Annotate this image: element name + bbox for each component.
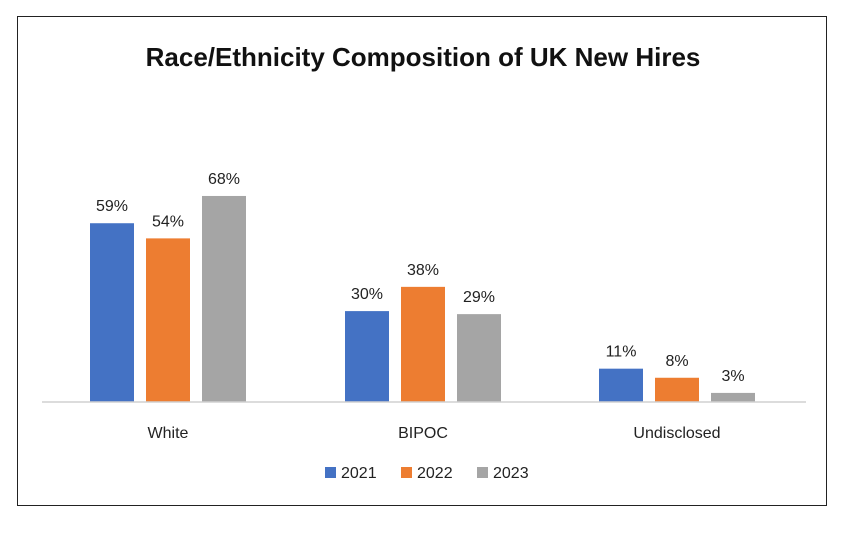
legend-swatch-2023 (477, 467, 488, 478)
bar-bipoc-2023 (457, 314, 501, 402)
category-labels-group: White BIPOC Undisclosed (148, 425, 721, 442)
bar-undisclosed-2022 (655, 377, 699, 402)
data-labels-group: 59% 54% 68% 30% 38% 29% 11% 8% 3% (96, 171, 745, 385)
bar-bipoc-2022 (401, 286, 445, 402)
bars-group (90, 195, 755, 402)
data-label-white-2022: 54% (152, 213, 184, 230)
legend-label-2023: 2023 (493, 465, 529, 482)
chart-title: Race/Ethnicity Composition of UK New Hir… (146, 42, 701, 72)
bar-white-2022 (146, 238, 190, 402)
legend-swatch-2021 (325, 467, 336, 478)
bar-bipoc-2021 (345, 311, 389, 402)
legend-swatch-2022 (401, 467, 412, 478)
legend-label-2022: 2022 (417, 465, 453, 482)
data-label-bipoc-2023: 29% (463, 289, 495, 306)
legend: 2021 2022 2023 (325, 465, 529, 482)
category-label-undisclosed: Undisclosed (633, 425, 720, 442)
bar-undisclosed-2021 (599, 368, 643, 402)
category-label-white: White (148, 425, 189, 442)
data-label-bipoc-2021: 30% (351, 286, 383, 303)
bar-white-2021 (90, 223, 134, 402)
data-label-undisclosed-2023: 3% (721, 368, 744, 385)
data-label-undisclosed-2022: 8% (665, 353, 688, 370)
bar-undisclosed-2023 (711, 392, 755, 402)
data-label-white-2023: 68% (208, 171, 240, 188)
category-label-bipoc: BIPOC (398, 425, 448, 442)
data-label-white-2021: 59% (96, 198, 128, 215)
bar-white-2023 (202, 195, 246, 402)
legend-label-2021: 2021 (341, 465, 377, 482)
data-label-undisclosed-2021: 11% (606, 344, 637, 361)
data-label-bipoc-2022: 38% (407, 262, 439, 279)
